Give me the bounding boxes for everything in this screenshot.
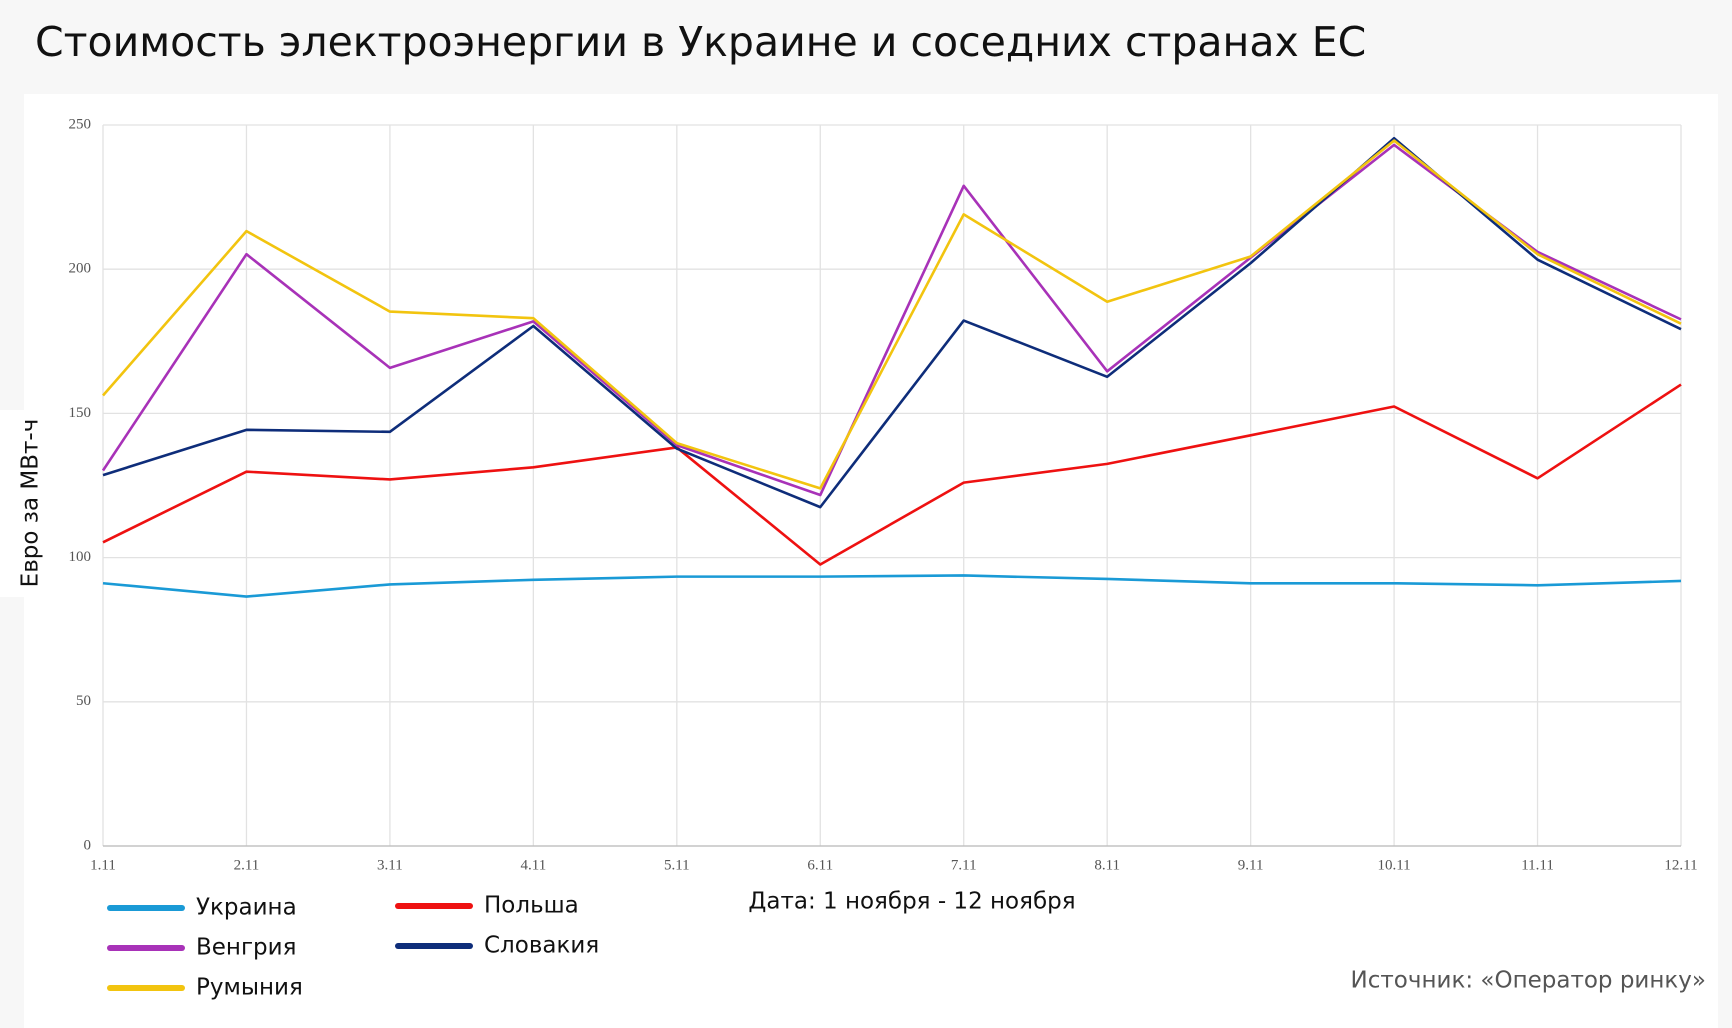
y-tick-label: 50 [76,693,91,709]
y-tick-label: 100 [69,549,92,565]
x-tick-label: 10.11 [1377,857,1410,873]
legend-label: Словакия [484,933,599,959]
legend-label: Румыния [196,975,303,1001]
y-label-box [0,410,24,597]
x-tick-label: 11.11 [1521,857,1554,873]
series-line [101,143,1682,497]
y-tick-label: 200 [69,261,92,277]
panel [24,94,1718,1028]
series-line [102,574,1682,598]
x-axis-label: Дата: 1 ноября - 12 ноября [748,889,1075,915]
y-tick-label: 0 [84,837,92,853]
x-tick-label: 5.11 [664,857,690,873]
x-tick-label: 12.11 [1664,857,1697,873]
series-line [102,139,1682,490]
x-tick-label: 8.11 [1094,857,1120,873]
x-tick-label: 4.11 [521,857,547,873]
x-tick-label: 3.11 [377,857,403,873]
chart-title: Стоимость электроэнергии в Украине и сос… [35,18,1366,66]
y-tick-label: 250 [69,116,92,132]
legend-label: Польша [484,893,579,919]
legend-label: Украина [196,895,297,921]
source: Источник: «Оператор ринку» [1351,968,1706,994]
y-tick-label: 150 [69,405,92,421]
legend-label: Венгрия [196,935,296,961]
series-line [102,383,1682,566]
x-tick-label: 9.11 [1238,857,1264,873]
x-tick-label: 1.11 [90,857,116,873]
x-tick-label: 2.11 [234,857,260,873]
x-tick-label: 7.11 [951,857,977,873]
x-tick-label: 6.11 [807,857,833,873]
y-axis-label: Евро за МВт-ч [18,419,44,588]
